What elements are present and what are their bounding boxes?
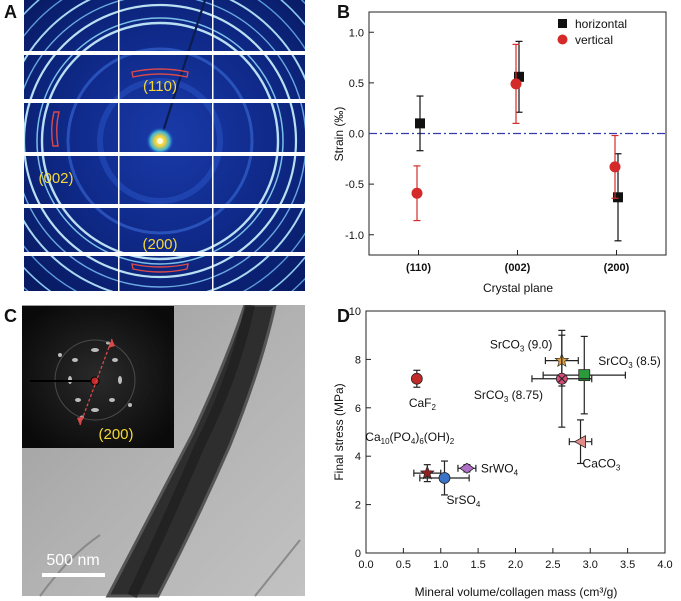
stress-x-tick-label: 0.0 bbox=[358, 559, 373, 571]
strain-point-horizontal bbox=[613, 192, 623, 203]
scale-bar-label: 500 nm bbox=[46, 552, 99, 569]
legend-marker-vertical bbox=[557, 34, 568, 45]
stress-x-tick-label: 3.5 bbox=[620, 559, 635, 571]
stress-point-label: CaCO3 bbox=[583, 457, 621, 473]
ring-label-200: (200) bbox=[142, 236, 177, 253]
diffraction-pattern-image: (110) (002) (200) bbox=[24, 0, 305, 291]
strain-y-tick-label: 0.0 bbox=[349, 129, 364, 141]
strain-chart: 1.0 0.5 0.0 -0.5 -1.0 (110) (002) (200) horizo… bbox=[332, 11, 667, 295]
integration-sectors bbox=[51, 68, 189, 273]
sector-002-marker bbox=[51, 111, 60, 147]
strain-point-horizontal bbox=[415, 118, 425, 129]
legend-marker-horizontal bbox=[558, 19, 567, 28]
strain-y-axis: 1.0 0.5 0.0 -0.5 -1.0 bbox=[345, 27, 374, 242]
scale-bar bbox=[42, 573, 105, 577]
stress-chart: 0 2 4 6 8 10 0.0 0.5 1.0 1.5 2.0 2.5 3.0 3.5 4.0 CaF2… bbox=[332, 306, 673, 599]
stress-y-tick-label: 4 bbox=[355, 451, 361, 463]
strain-y-axis-title: Strain (‰) bbox=[332, 107, 346, 162]
strain-legend: horizontal vertical bbox=[557, 17, 627, 47]
stress-x-tick-label: 0.5 bbox=[396, 559, 411, 571]
stress-y-tick-label: 8 bbox=[355, 354, 361, 366]
tem-micrograph: (200) 500 nm bbox=[22, 305, 305, 599]
stress-point bbox=[410, 372, 423, 385]
strain-point-vertical bbox=[411, 187, 423, 199]
stress-x-axis-title: Mineral volume/collagen mass (cm³/g) bbox=[415, 585, 618, 599]
strain-x-tick-label: (002) bbox=[505, 262, 531, 274]
strain-y-tick-label: 0.5 bbox=[349, 78, 364, 90]
diffraction-rings bbox=[24, 0, 305, 291]
saed-label-200: (200) bbox=[98, 426, 133, 443]
strain-y-tick-label: 1.0 bbox=[349, 27, 364, 39]
stress-point-label: CaF2 bbox=[409, 396, 437, 412]
stress-y-axis-title: Final stress (MPa) bbox=[332, 383, 346, 480]
stress-point-label: Ca10(PO4)6(OH)2 bbox=[365, 430, 455, 446]
stress-point bbox=[459, 462, 475, 474]
stress-y-tick-label: 10 bbox=[349, 306, 361, 318]
stress-point-cross bbox=[557, 374, 566, 383]
stress-y-tick-label: 2 bbox=[355, 500, 361, 512]
ring-label-110: (110) bbox=[143, 78, 177, 95]
stress-x-axis: 0.0 0.5 1.0 1.5 2.0 2.5 3.0 3.5 4.0 bbox=[358, 548, 673, 571]
sector-110-marker bbox=[131, 68, 189, 78]
stress-point-label: SrCO3 (8.75) bbox=[474, 388, 543, 404]
panel-letter-c: C bbox=[4, 306, 17, 326]
strain-x-tick-label: (110) bbox=[406, 262, 431, 274]
panel-letter-d: D bbox=[337, 306, 350, 326]
stress-x-tick-label: 2.0 bbox=[508, 559, 523, 571]
stress-y-tick-label: 6 bbox=[355, 403, 361, 415]
strain-data-marks bbox=[411, 40, 623, 242]
strain-x-axis-title: Crystal plane bbox=[483, 281, 553, 295]
stress-y-axis: 0 2 4 6 8 10 bbox=[349, 306, 371, 560]
legend-label-vertical: vertical bbox=[575, 33, 613, 47]
strain-point-horizontal bbox=[514, 71, 524, 82]
sector-200-marker bbox=[131, 263, 189, 273]
stress-x-tick-label: 3.0 bbox=[583, 559, 598, 571]
ring-label-002: (002) bbox=[38, 170, 73, 187]
stress-point-label: SrWO4 bbox=[481, 461, 519, 477]
stress-point bbox=[578, 369, 591, 382]
strain-x-axis: (110) (002) (200) bbox=[406, 250, 630, 274]
saed-inset bbox=[22, 306, 174, 448]
stress-y-tick-label: 0 bbox=[355, 548, 361, 560]
stress-point bbox=[419, 465, 435, 480]
stress-point-label: SrCO3 (8.5) bbox=[598, 354, 661, 370]
stress-point-label: SrCO3 (9.0) bbox=[490, 338, 553, 354]
panel-letter-a: A bbox=[4, 2, 17, 22]
strain-point-vertical bbox=[510, 78, 522, 90]
stress-point bbox=[573, 435, 586, 449]
stress-x-tick-label: 2.5 bbox=[545, 559, 560, 571]
stress-point-label: SrSO4 bbox=[446, 493, 480, 509]
legend-label-horizontal: horizontal bbox=[575, 17, 627, 31]
thin-fibril-right bbox=[254, 539, 301, 597]
thin-fibril bbox=[39, 534, 101, 597]
strain-point-vertical bbox=[609, 161, 621, 173]
strain-y-tick-label: -1.0 bbox=[345, 230, 364, 242]
stress-x-tick-label: 1.5 bbox=[470, 559, 485, 571]
panel-letter-b: B bbox=[337, 2, 350, 22]
detector-gaps bbox=[24, 0, 305, 291]
strain-x-tick-label: (200) bbox=[604, 262, 630, 274]
stress-point bbox=[438, 472, 451, 484]
stress-x-tick-label: 4.0 bbox=[657, 559, 672, 571]
stress-x-tick-label: 1.0 bbox=[433, 559, 448, 571]
strain-y-tick-label: -0.5 bbox=[345, 179, 364, 191]
